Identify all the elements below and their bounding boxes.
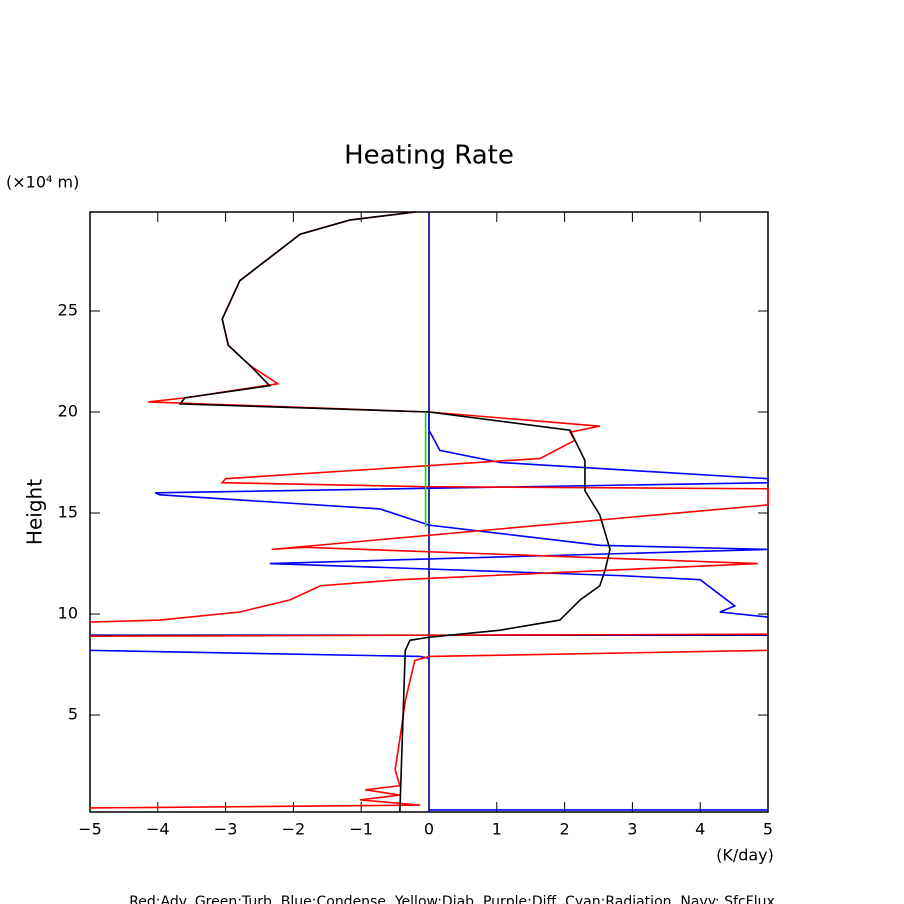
x-tick-label: 3 [627, 820, 637, 839]
y-tick-label: 5 [68, 705, 78, 724]
series-line [89, 649, 430, 660]
x-tick-label: 5 [763, 820, 773, 839]
series-line [154, 412, 769, 618]
x-tick-label: −2 [282, 820, 306, 839]
x-tick-label: 1 [492, 820, 502, 839]
x-tick-label: 4 [695, 820, 705, 839]
series-line [89, 633, 769, 638]
y-tick-label: 25 [58, 300, 78, 319]
chart-title: Heating Rate [344, 141, 514, 171]
x-tick-label: 0 [424, 820, 434, 839]
y-tick-label: 15 [58, 503, 78, 522]
footer: Red:Adv. Green:Turb. Blue:Condense. Yell… [129, 894, 775, 904]
y-tick-label: 20 [58, 402, 78, 421]
x-tick-label: −3 [214, 820, 238, 839]
series-line [178, 211, 611, 813]
x-tick-label: 2 [560, 820, 570, 839]
x-tick-label: −1 [349, 820, 373, 839]
y-tick-label: 10 [58, 604, 78, 623]
y-unit: (×10⁴ m) [6, 173, 79, 192]
series-line [89, 649, 769, 809]
x-tick-label: −5 [78, 820, 102, 839]
x-tick-label: −4 [146, 820, 170, 839]
x-unit: (K/day) [716, 846, 774, 865]
y-label: Height [23, 479, 47, 545]
